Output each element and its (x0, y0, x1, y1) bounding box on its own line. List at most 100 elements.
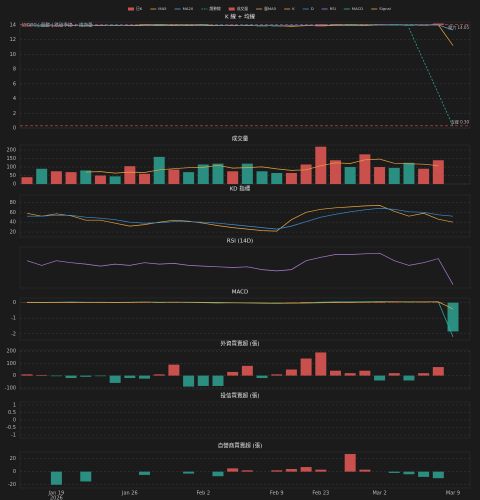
bar (36, 168, 48, 184)
bar (227, 371, 239, 376)
bar (21, 177, 33, 184)
candle-body (432, 23, 444, 25)
line (85, 158, 439, 174)
panel-frame (19, 21, 471, 129)
y-tick-label: -100 (5, 385, 16, 391)
bar (374, 375, 386, 381)
candle-body (36, 25, 48, 27)
bar (403, 162, 415, 184)
line (26, 205, 454, 232)
legend-label: RSI (330, 6, 336, 11)
y-tick-label: 100 (6, 165, 16, 171)
y-tick-label: 100 (6, 361, 16, 367)
bar (388, 373, 400, 376)
y-tick-label: 20 (10, 230, 16, 236)
bar (183, 375, 195, 387)
bar (256, 171, 268, 184)
bar (285, 469, 297, 472)
legend-label: 量MA5 (264, 6, 277, 11)
bar (21, 374, 33, 376)
y-tick-label: 40 (10, 220, 16, 226)
x-tick-label: Feb 23 (312, 491, 329, 497)
bar (432, 471, 444, 479)
bar (285, 369, 297, 376)
bar (315, 352, 327, 376)
panel-title: 投信買賣超 (張) (220, 392, 259, 400)
bar (227, 468, 239, 472)
bar (271, 172, 283, 184)
bar (50, 471, 62, 485)
bar (227, 171, 239, 184)
bar (403, 471, 415, 475)
candle-body (227, 24, 239, 26)
bar (359, 370, 371, 376)
x-tick-label: Jan 19 (48, 491, 65, 497)
candle-body (300, 24, 312, 26)
bar (50, 375, 62, 377)
bar (418, 373, 430, 376)
y-tick-label: 0 (13, 300, 16, 306)
panel-title: MACD (232, 290, 249, 296)
y-tick-label: -20 (8, 482, 16, 488)
bar (300, 358, 312, 376)
bar (388, 167, 400, 184)
bar (359, 469, 371, 472)
panel-frame (19, 194, 471, 238)
panel-frame (19, 451, 471, 489)
y-tick-label: 12 (10, 37, 16, 43)
candle-body (403, 24, 415, 26)
bar (300, 164, 312, 184)
bar (109, 375, 121, 383)
bar (183, 471, 195, 474)
candle-body (315, 24, 327, 27)
y-tick-label: 0 (13, 182, 16, 188)
legend-label: MACD (352, 6, 363, 11)
panel-title: KD 指標 (230, 185, 251, 193)
legend-marker (228, 7, 235, 11)
legend-label: Signal (379, 6, 391, 11)
bar (80, 170, 92, 184)
y-tick-label: 200 (6, 349, 16, 355)
candle-body (124, 24, 136, 26)
bar (94, 175, 106, 184)
line (27, 24, 454, 31)
panel-title: RSI (14D) (227, 239, 253, 245)
line (26, 252, 454, 285)
bar (418, 471, 430, 477)
bar (65, 172, 77, 184)
bar (212, 163, 224, 184)
y-tick-label: 2 (13, 111, 16, 117)
panel-frame (19, 349, 471, 390)
x-tick-label: Mar 9 (446, 491, 460, 497)
annotation-text: 壓力 14.05 (448, 24, 469, 30)
candle-body (168, 24, 180, 26)
bar (344, 167, 356, 184)
bar (153, 374, 165, 376)
bar (344, 373, 356, 376)
bar (271, 374, 283, 376)
bar (139, 375, 151, 379)
candle-body (65, 24, 77, 26)
x-tick-label: Jan 26 (121, 491, 138, 497)
line (26, 301, 454, 338)
panel-frame (19, 246, 471, 289)
bar (168, 364, 180, 376)
y-tick-label: 0 (13, 126, 16, 132)
y-tick-label: -0.5 (6, 425, 16, 431)
bar (315, 469, 327, 472)
y-tick-label: 10 (10, 52, 16, 58)
x-tick-label: Feb 2 (196, 491, 210, 497)
bar (212, 471, 224, 477)
y-tick-label: 20 (10, 456, 16, 462)
x-tick-label: Feb 9 (270, 491, 284, 497)
annotation-text: 支撐 0.30 (451, 118, 470, 124)
y-tick-label: 0 (13, 373, 16, 379)
candle-body (109, 24, 121, 26)
candle-body (183, 24, 195, 26)
bar (139, 173, 151, 184)
legend-label: 成交量 (237, 6, 249, 11)
line (85, 24, 454, 46)
line (27, 207, 454, 230)
